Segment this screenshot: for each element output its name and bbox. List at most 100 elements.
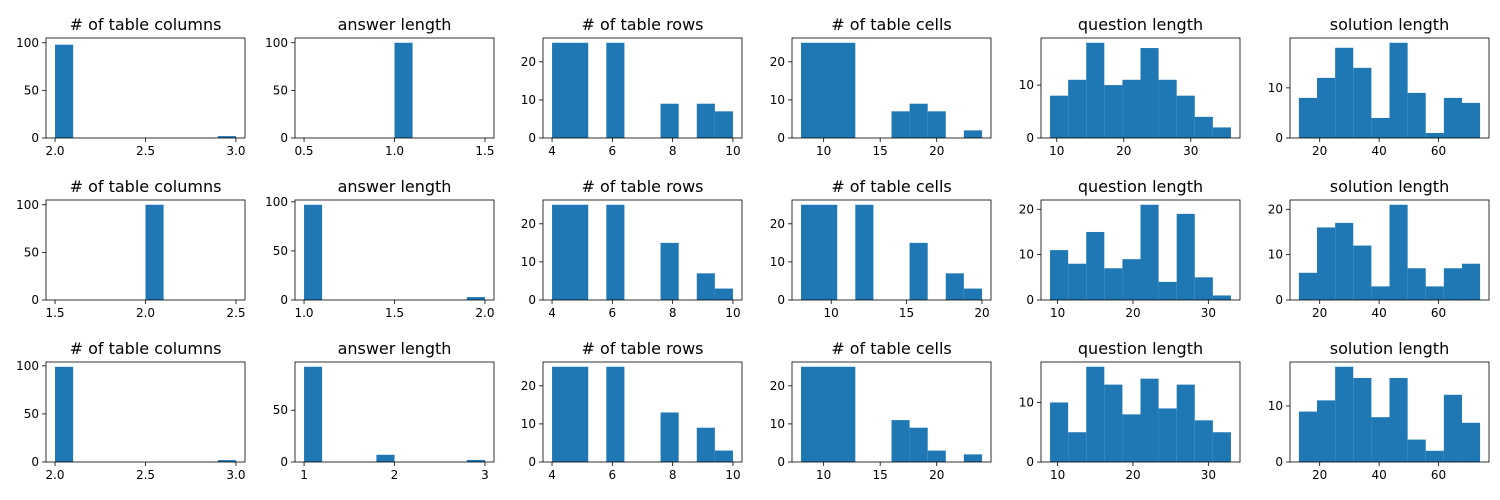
x-tick-label: 60 xyxy=(1431,144,1446,158)
y-tick-label: 10 xyxy=(1268,399,1283,413)
histogram-bar xyxy=(1104,384,1123,462)
y-tick-label: 100 xyxy=(265,195,288,209)
histogram-bar xyxy=(1425,132,1444,138)
y-tick-label: 0 xyxy=(777,293,785,307)
histogram-bar xyxy=(606,42,625,139)
x-tick-label: 10 xyxy=(816,144,831,158)
histogram-bar xyxy=(1317,400,1336,462)
histogram-bar xyxy=(1104,85,1123,138)
y-tick-label: 20 xyxy=(1019,202,1034,216)
x-tick-label: 60 xyxy=(1431,306,1446,320)
panel-title: # of table columns xyxy=(70,339,222,358)
y-tick-label: 50 xyxy=(24,245,39,259)
x-tick-label: 20 xyxy=(1116,144,1131,158)
y-tick-label: 0 xyxy=(1275,455,1283,469)
histogram-bar xyxy=(1212,295,1231,300)
x-tick-label: 10 xyxy=(816,468,831,482)
x-tick-label: 6 xyxy=(609,306,617,320)
y-tick-label: 50 xyxy=(273,83,288,97)
y-tick-label: 0 xyxy=(280,293,288,307)
x-tick-label: 40 xyxy=(1371,144,1386,158)
panel-title: answer length xyxy=(338,15,452,34)
axes-frame xyxy=(1040,199,1241,301)
histogram-panel: question length 10 20 30 0 10 20 xyxy=(1019,177,1241,320)
axes-frame xyxy=(1289,361,1490,463)
histogram-panel: solution length 20 40 60 0 10 20 xyxy=(1268,177,1490,320)
x-tick-label: 3.0 xyxy=(226,144,245,158)
axes-frame xyxy=(791,37,992,139)
panel-title: answer length xyxy=(338,339,452,358)
panel-title: solution length xyxy=(1330,339,1449,358)
histogram-bar xyxy=(1122,414,1141,462)
histogram-bar xyxy=(891,111,910,138)
histogram-bar xyxy=(1443,97,1462,138)
axes-frame xyxy=(791,361,992,463)
histogram-bar xyxy=(1068,79,1087,138)
histogram-bar xyxy=(606,366,625,462)
histogram-bar xyxy=(1389,42,1408,139)
histogram-bar xyxy=(1140,378,1159,462)
y-tick-label: 20 xyxy=(770,217,785,231)
histogram-panel: answer length 0.5 1.0 1.5 0 50 100 xyxy=(265,15,494,158)
y-tick-label: 10 xyxy=(1019,248,1034,262)
histogram-bar xyxy=(801,42,856,139)
panel-title: # of table rows xyxy=(581,339,703,358)
x-tick-label: 15 xyxy=(873,144,888,158)
histogram-panel: # of table rows 4 6 8 10 0 10 20 xyxy=(521,15,743,158)
histogram-bar xyxy=(1353,377,1372,462)
x-tick-label: 3 xyxy=(481,468,489,482)
x-tick-label: 4 xyxy=(548,144,556,158)
histogram-bar xyxy=(1353,67,1372,138)
histogram-panel: solution length 20 40 60 0 10 xyxy=(1268,339,1490,482)
x-tick-label: 10 xyxy=(1050,306,1065,320)
histogram-bar xyxy=(1068,263,1087,300)
axes-frame xyxy=(1040,361,1241,463)
histogram-panel: # of table columns 1.5 2.0 2.5 0 50 100 xyxy=(16,177,245,320)
x-tick-label: 3.0 xyxy=(226,468,245,482)
y-tick-label: 10 xyxy=(1019,78,1034,92)
x-tick-label: 20 xyxy=(1312,468,1327,482)
histogram-bar xyxy=(1335,47,1354,138)
x-tick-label: 6 xyxy=(609,468,617,482)
histogram-bar xyxy=(927,450,946,462)
y-tick-label: 0 xyxy=(528,131,536,145)
panel-title: # of table rows xyxy=(581,15,703,34)
panel-title: solution length xyxy=(1330,15,1449,34)
y-tick-label: 10 xyxy=(770,255,785,269)
histogram-bar xyxy=(945,273,964,300)
x-tick-label: 1.0 xyxy=(385,144,404,158)
histogram-bar xyxy=(696,273,715,300)
axes-frame xyxy=(791,199,992,301)
y-tick-label: 0 xyxy=(528,293,536,307)
histogram-bar xyxy=(1389,377,1408,462)
histogram-bar xyxy=(963,288,982,300)
y-tick-label: 20 xyxy=(521,55,536,69)
histogram-bar xyxy=(1050,250,1069,300)
y-tick-label: 50 xyxy=(273,403,288,417)
histogram-bar xyxy=(145,204,164,300)
x-tick-label: 20 xyxy=(974,306,989,320)
y-tick-label: 0 xyxy=(31,455,39,469)
y-tick-label: 20 xyxy=(521,379,536,393)
x-tick-label: 2.0 xyxy=(45,144,64,158)
histogram-bar xyxy=(1461,263,1481,300)
axes-frame xyxy=(1040,37,1241,139)
histogram-bar xyxy=(696,103,715,138)
histogram-panel: answer length 1 2 3 0 50 xyxy=(273,339,495,482)
x-tick-label: 2 xyxy=(391,468,399,482)
histogram-bar xyxy=(552,42,589,139)
y-tick-label: 10 xyxy=(1019,395,1034,409)
histogram-bar xyxy=(1122,79,1141,138)
histogram-bar xyxy=(1425,450,1444,462)
histogram-panel: question length 10 20 30 0 10 xyxy=(1019,339,1241,482)
histogram-bar xyxy=(1461,422,1481,462)
x-tick-label: 2.0 xyxy=(475,306,494,320)
y-tick-label: 0 xyxy=(280,455,288,469)
y-tick-label: 0 xyxy=(1026,293,1034,307)
histogram-bar xyxy=(1335,366,1354,462)
x-tick-label: 60 xyxy=(1431,468,1446,482)
histogram-bar xyxy=(963,454,982,462)
y-tick-label: 100 xyxy=(16,198,39,212)
histogram-bar xyxy=(801,204,838,300)
histogram-bar xyxy=(1425,286,1444,300)
